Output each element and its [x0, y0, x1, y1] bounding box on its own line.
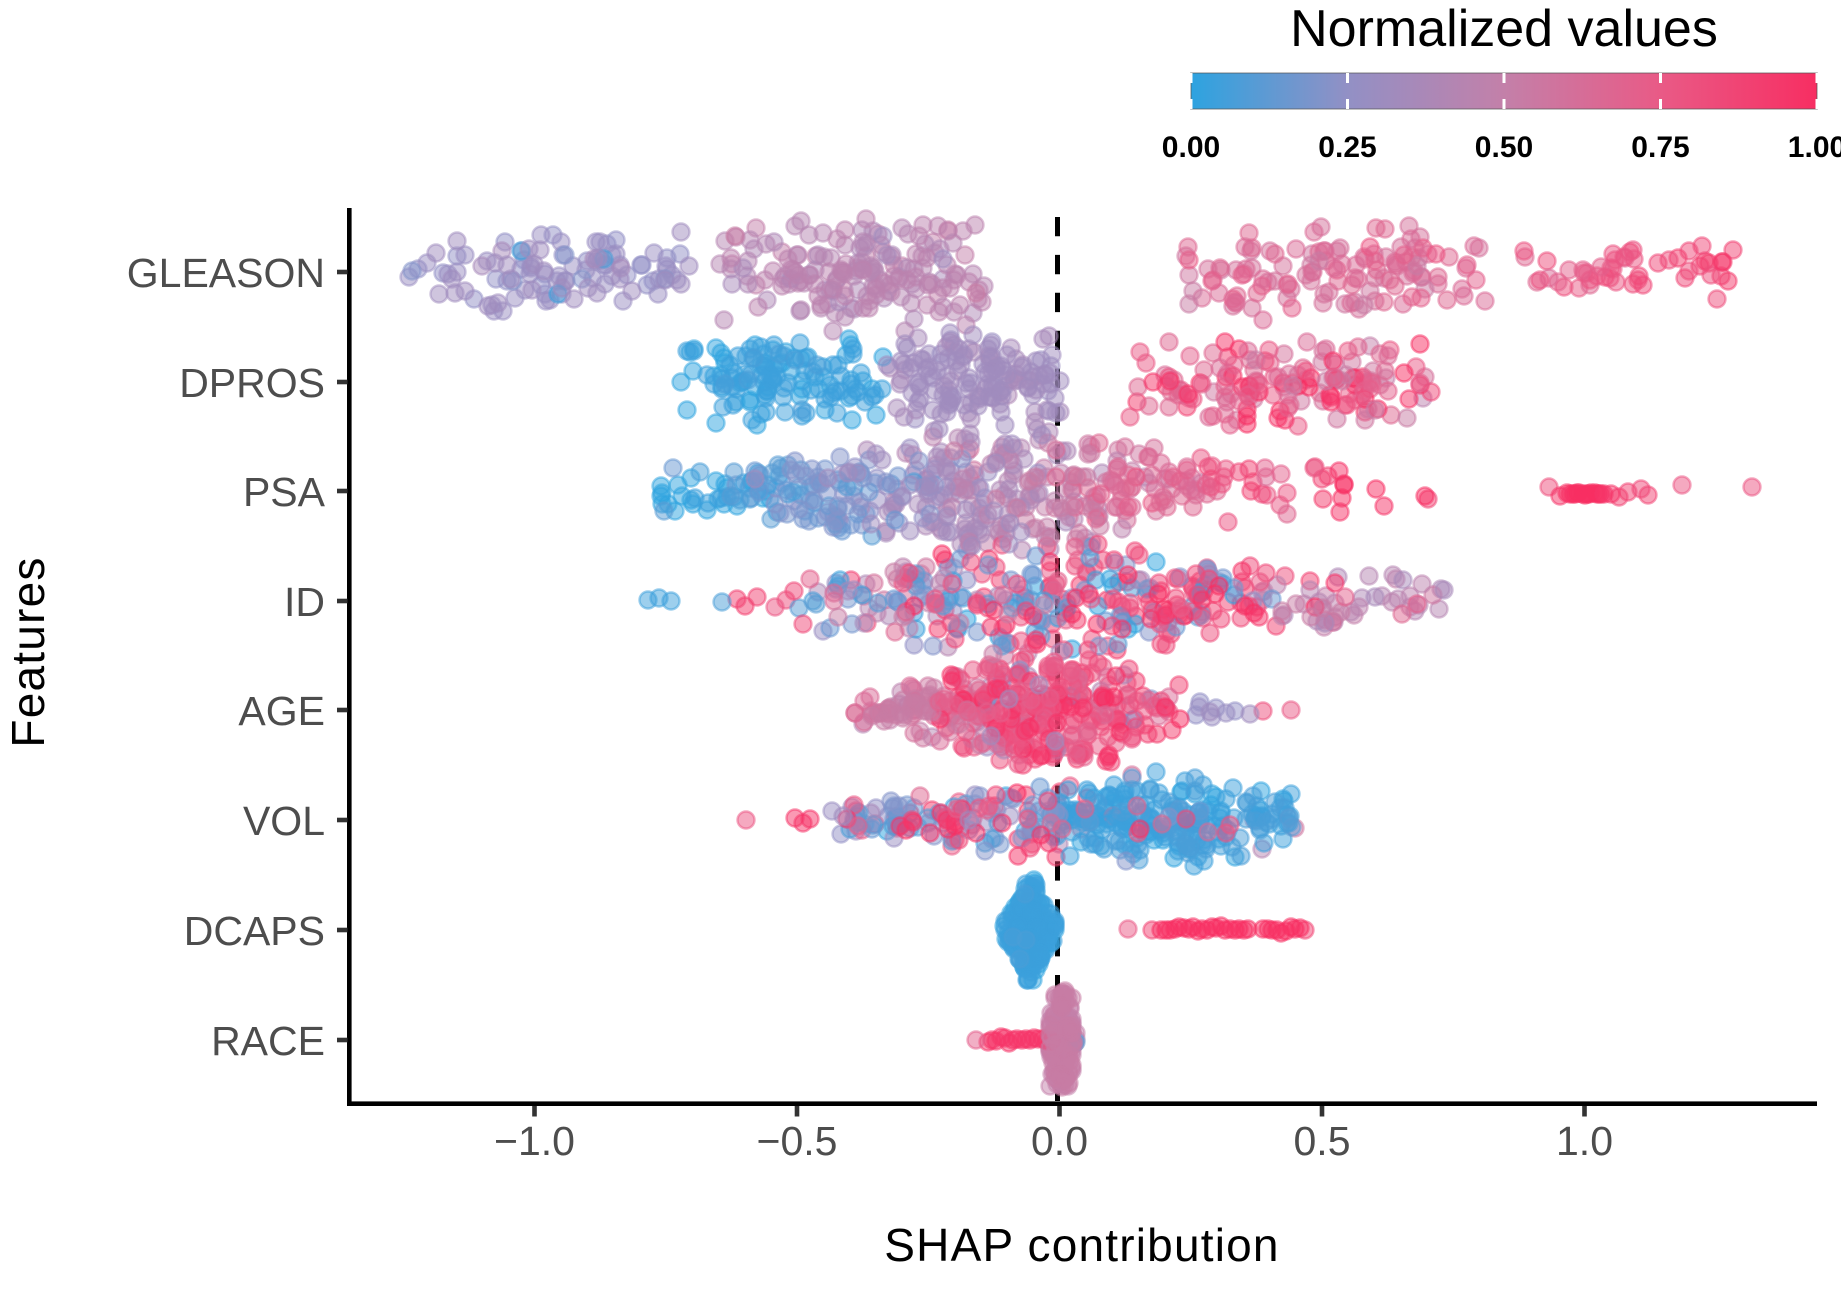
svg-text:−0.5: −0.5: [757, 1118, 838, 1164]
svg-text:DCAPS: DCAPS: [184, 908, 325, 954]
svg-text:VOL: VOL: [243, 798, 325, 844]
svg-text:0.5: 0.5: [1294, 1118, 1351, 1164]
svg-text:1.00: 1.00: [1788, 131, 1841, 164]
svg-text:0.25: 0.25: [1318, 131, 1376, 164]
svg-text:−1.0: −1.0: [494, 1118, 575, 1164]
svg-text:AGE: AGE: [238, 688, 325, 734]
svg-text:SHAP contribution: SHAP contribution: [884, 1219, 1279, 1271]
svg-text:Normalized values: Normalized values: [1290, 0, 1718, 58]
svg-text:PSA: PSA: [243, 469, 326, 515]
svg-text:0.75: 0.75: [1631, 131, 1689, 164]
svg-text:0.0: 0.0: [1031, 1118, 1088, 1164]
svg-text:0.00: 0.00: [1162, 131, 1220, 164]
svg-text:0.50: 0.50: [1475, 131, 1533, 164]
svg-text:RACE: RACE: [211, 1018, 325, 1064]
svg-text:1.0: 1.0: [1556, 1118, 1613, 1164]
svg-text:GLEASON: GLEASON: [127, 250, 325, 296]
svg-text:Features: Features: [2, 556, 54, 747]
svg-text:ID: ID: [284, 579, 325, 625]
svg-text:DPROS: DPROS: [179, 360, 325, 406]
